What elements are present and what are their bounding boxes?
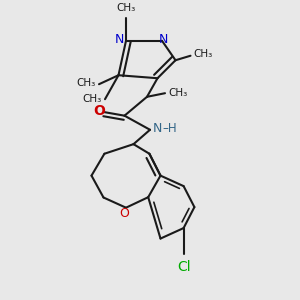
Text: O: O xyxy=(120,207,129,220)
Text: CH₃: CH₃ xyxy=(194,49,213,59)
Text: N: N xyxy=(159,33,168,46)
Text: O: O xyxy=(93,103,105,118)
Text: Cl: Cl xyxy=(177,260,191,274)
Text: N: N xyxy=(152,122,162,135)
Text: –H: –H xyxy=(163,122,177,135)
Text: CH₃: CH₃ xyxy=(82,94,101,104)
Text: N: N xyxy=(115,33,124,46)
Text: CH₃: CH₃ xyxy=(116,3,136,13)
Text: CH₃: CH₃ xyxy=(168,88,187,98)
Text: CH₃: CH₃ xyxy=(76,78,95,88)
